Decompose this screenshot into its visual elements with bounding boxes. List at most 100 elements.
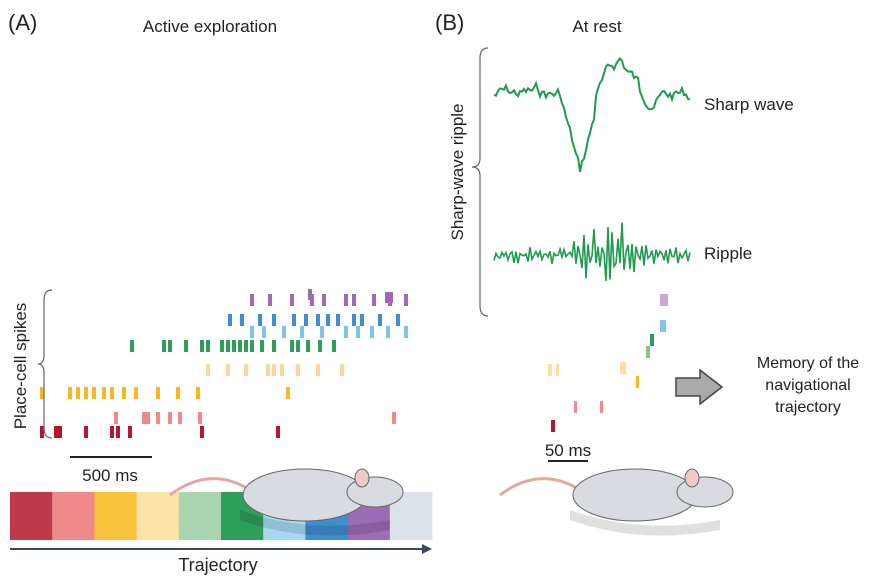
spike — [58, 426, 62, 438]
spike — [110, 387, 114, 399]
spike — [352, 314, 356, 326]
spike — [200, 340, 204, 352]
rat-shadow — [570, 510, 720, 536]
brace — [471, 47, 489, 317]
rat-shadow — [240, 510, 390, 536]
trace-label: Ripple — [704, 244, 752, 263]
spike — [282, 326, 286, 338]
rat-ear — [354, 468, 370, 488]
track-segment — [136, 492, 180, 540]
spike — [156, 387, 160, 399]
spike — [385, 292, 393, 303]
spike — [168, 340, 172, 352]
spike — [600, 401, 603, 413]
spike — [84, 426, 88, 438]
spike — [318, 340, 322, 352]
spike — [336, 314, 340, 326]
spike — [290, 294, 294, 306]
spike — [250, 326, 254, 338]
arrow — [675, 368, 724, 406]
spike — [352, 294, 356, 306]
memory-text: Memory of the — [757, 355, 859, 372]
spike — [320, 326, 324, 338]
spike — [316, 314, 320, 326]
spike — [340, 364, 344, 376]
spike — [226, 364, 230, 376]
spike — [404, 294, 408, 306]
spike — [244, 340, 248, 352]
y-label: Sharp-wave ripple — [448, 103, 467, 240]
spike — [220, 340, 224, 352]
spike — [296, 340, 300, 352]
spike — [360, 314, 364, 326]
spike — [392, 412, 396, 424]
layout — [10, 56, 734, 540]
panel-title: At rest — [572, 17, 621, 36]
spike — [396, 314, 400, 326]
spike — [238, 340, 242, 352]
spike — [372, 294, 376, 306]
spike — [620, 362, 626, 374]
spike — [290, 340, 294, 352]
sharp-wave-trace — [493, 56, 691, 173]
spike — [162, 340, 166, 352]
spike — [244, 364, 248, 376]
spike — [146, 412, 150, 424]
spike — [660, 320, 666, 332]
spike — [276, 426, 280, 438]
spike — [206, 364, 210, 376]
spike — [200, 426, 204, 438]
track-segment — [52, 492, 95, 540]
rat-ear — [684, 468, 700, 488]
spike — [40, 426, 44, 438]
spike — [370, 326, 374, 338]
spike — [156, 412, 160, 424]
spike — [378, 314, 382, 326]
rat-tail — [169, 477, 251, 497]
spike — [128, 426, 132, 438]
spike — [322, 294, 326, 306]
panel-label: (B) — [435, 10, 464, 35]
spike — [404, 326, 408, 338]
spike — [206, 340, 210, 352]
x-label: Trajectory — [178, 555, 257, 575]
memory-text: trajectory — [775, 399, 841, 416]
spike — [198, 412, 202, 424]
spike — [250, 294, 254, 306]
spike — [54, 426, 58, 438]
spike — [68, 387, 72, 399]
panel-label: (A) — [8, 10, 37, 35]
spike — [258, 314, 262, 326]
spike — [316, 364, 320, 376]
spike — [262, 326, 266, 338]
spike — [660, 294, 668, 306]
spike — [292, 314, 296, 326]
spike — [548, 364, 552, 376]
memory-text: navigational — [765, 377, 850, 394]
spike — [272, 314, 276, 326]
arrowhead — [422, 544, 432, 554]
scale-label: 500 ms — [82, 466, 138, 485]
track-segment — [178, 492, 222, 540]
spike — [196, 387, 200, 399]
y-label: Place-cell spikes — [11, 303, 30, 430]
brace — [37, 289, 53, 439]
spike — [300, 326, 304, 338]
spike — [280, 364, 284, 376]
spike — [574, 401, 577, 413]
spike — [40, 387, 44, 399]
spike — [134, 387, 138, 399]
spike — [556, 364, 559, 376]
spike — [250, 340, 254, 352]
spike — [92, 387, 96, 399]
track-segment — [94, 492, 137, 540]
spike — [178, 412, 182, 424]
spike — [286, 387, 290, 399]
spike — [228, 314, 232, 326]
spike — [308, 289, 312, 300]
trace-label: Sharp wave — [704, 95, 794, 114]
spike — [116, 426, 120, 438]
spike — [304, 314, 308, 326]
spike — [306, 340, 310, 352]
